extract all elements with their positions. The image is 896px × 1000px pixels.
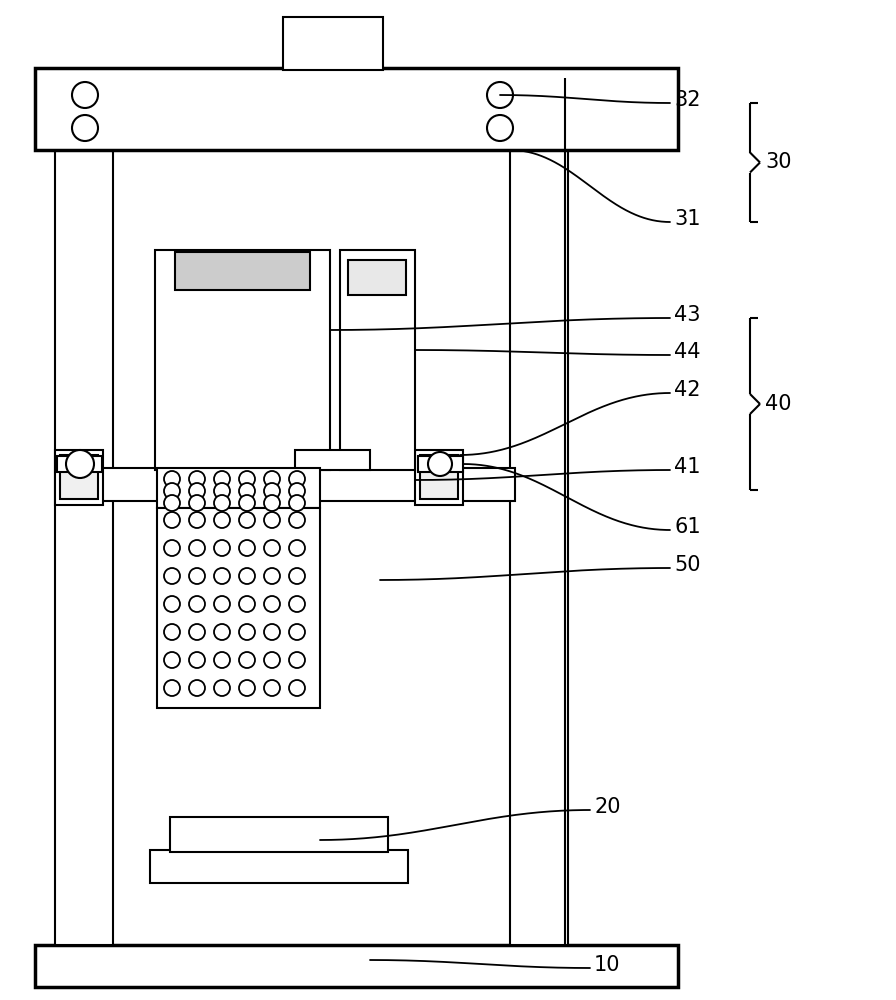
Bar [415,450,463,505]
Bar [35,68,678,150]
Circle shape [264,483,280,499]
Circle shape [289,512,305,528]
Circle shape [214,512,230,528]
Circle shape [189,540,205,556]
Text: 10: 10 [594,955,621,975]
Circle shape [214,596,230,612]
Circle shape [264,568,280,584]
Circle shape [239,568,255,584]
Circle shape [239,483,255,499]
Circle shape [264,512,280,528]
Circle shape [164,596,180,612]
Bar [295,450,370,470]
Circle shape [189,596,205,612]
Circle shape [239,512,255,528]
Text: 30: 30 [765,152,791,172]
Bar [60,455,98,499]
Circle shape [239,680,255,696]
Circle shape [164,652,180,668]
Circle shape [264,540,280,556]
Circle shape [289,596,305,612]
Circle shape [264,495,280,511]
Circle shape [289,568,305,584]
Bar [170,817,388,852]
Circle shape [214,483,230,499]
Text: 50: 50 [674,555,701,575]
Circle shape [214,652,230,668]
Circle shape [289,471,305,487]
Bar [150,850,408,883]
Circle shape [164,495,180,511]
Bar [35,945,678,987]
Text: 31: 31 [674,209,701,229]
Bar [420,455,458,499]
Circle shape [264,471,280,487]
Circle shape [264,624,280,640]
Bar [418,456,463,472]
Bar [348,260,406,295]
Bar [340,250,415,470]
Bar [510,78,568,945]
Bar [175,252,310,290]
Text: 41: 41 [674,457,701,477]
Bar [100,468,515,501]
Bar [55,450,103,505]
Text: 40: 40 [765,394,791,414]
Circle shape [66,450,94,478]
Circle shape [239,540,255,556]
Circle shape [289,680,305,696]
Circle shape [164,540,180,556]
Circle shape [264,680,280,696]
Circle shape [239,495,255,511]
Circle shape [289,540,305,556]
Circle shape [264,596,280,612]
Circle shape [487,82,513,108]
Circle shape [189,512,205,528]
Circle shape [189,495,205,511]
Circle shape [214,568,230,584]
Circle shape [189,471,205,487]
Text: 61: 61 [674,517,701,537]
Text: 42: 42 [674,380,701,400]
Circle shape [214,680,230,696]
Circle shape [189,624,205,640]
Circle shape [214,495,230,511]
Bar [55,78,113,945]
Circle shape [428,452,452,476]
Circle shape [189,680,205,696]
Text: 43: 43 [674,305,701,325]
Circle shape [264,652,280,668]
Circle shape [164,483,180,499]
Circle shape [164,471,180,487]
Circle shape [72,115,98,141]
Circle shape [214,471,230,487]
Text: 20: 20 [594,797,621,817]
Circle shape [239,471,255,487]
Text: 44: 44 [674,342,701,362]
Bar [57,456,102,472]
Circle shape [164,512,180,528]
Circle shape [239,596,255,612]
Circle shape [164,568,180,584]
Circle shape [239,624,255,640]
Circle shape [164,624,180,640]
Circle shape [164,680,180,696]
Circle shape [239,652,255,668]
Circle shape [189,483,205,499]
Circle shape [214,540,230,556]
Circle shape [487,115,513,141]
Circle shape [189,652,205,668]
Circle shape [289,483,305,499]
Circle shape [289,495,305,511]
Bar [283,17,383,70]
Text: 32: 32 [674,90,701,110]
Circle shape [72,82,98,108]
Circle shape [289,652,305,668]
Circle shape [289,624,305,640]
Bar [157,508,320,708]
Circle shape [214,624,230,640]
Bar [155,250,330,470]
Circle shape [189,568,205,584]
Bar [157,468,320,508]
